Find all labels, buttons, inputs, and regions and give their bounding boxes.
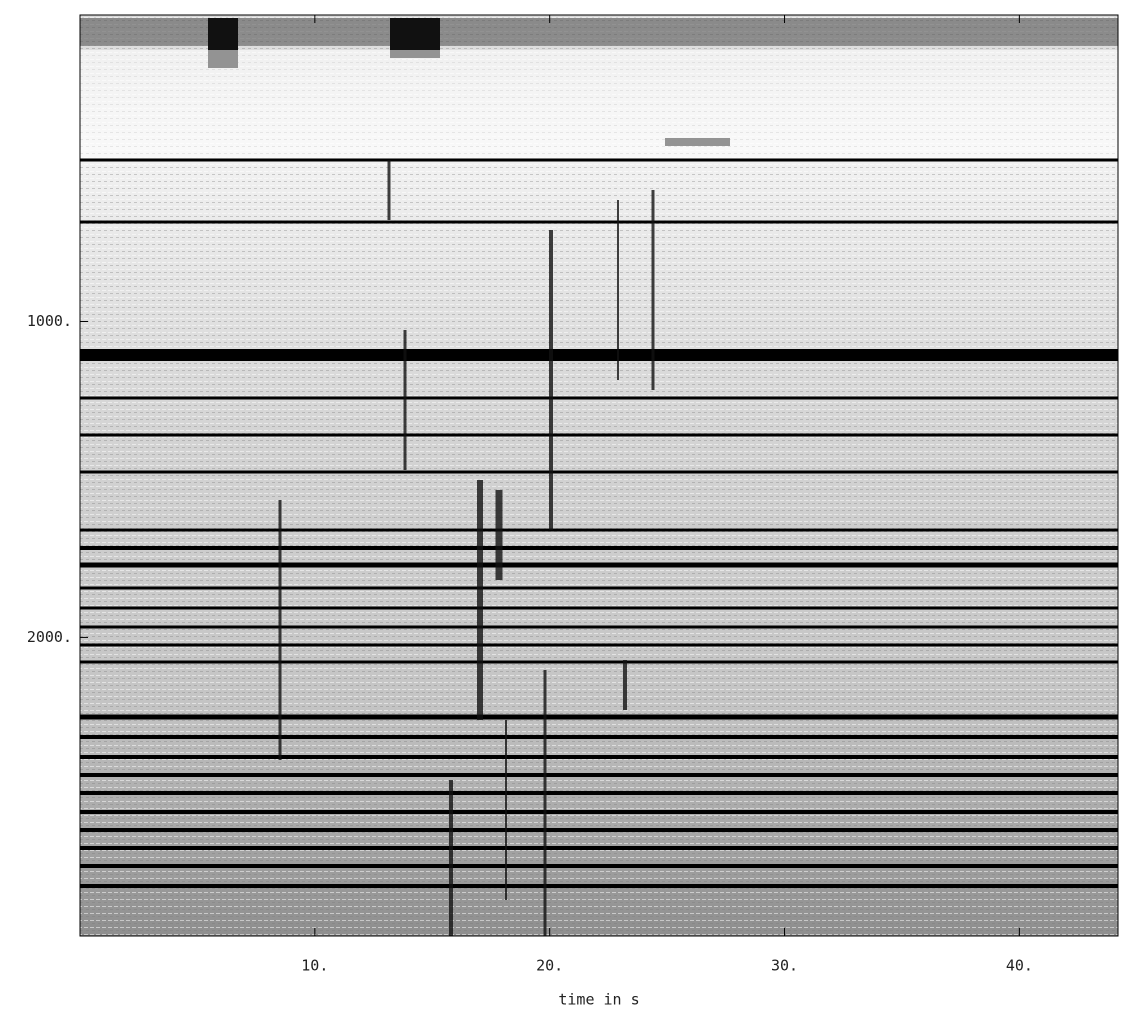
channel-line <box>80 396 1118 400</box>
event-trace <box>449 780 453 936</box>
channel-line <box>80 755 1118 759</box>
event-trace <box>387 160 391 220</box>
x-tick-label: 30. <box>771 957 798 975</box>
channel-line <box>80 660 1118 664</box>
channel-line <box>80 562 1118 568</box>
event-trace <box>403 330 407 470</box>
channel-line <box>80 433 1118 437</box>
channel-line <box>80 810 1118 814</box>
dark-band <box>80 18 1118 46</box>
event-trace <box>477 480 483 720</box>
channel-line <box>80 528 1118 532</box>
channel-line <box>80 791 1118 795</box>
channel-line <box>80 158 1118 162</box>
channel-line <box>80 546 1118 550</box>
channel-line <box>80 773 1118 777</box>
channel-line <box>80 735 1118 739</box>
event-trace <box>505 720 507 900</box>
plot-area <box>80 15 1118 936</box>
channel-line <box>80 714 1118 720</box>
plot-frame <box>79 14 1119 937</box>
channel-line <box>80 470 1118 474</box>
x-tick-label: 10. <box>301 957 328 975</box>
event-trace <box>549 230 553 530</box>
channel-line <box>80 864 1118 868</box>
channel-line <box>80 828 1118 832</box>
y-tick-label: 1000. <box>27 312 72 330</box>
channel-line <box>80 625 1118 629</box>
event-trace <box>623 660 627 710</box>
event-trace <box>651 190 655 390</box>
event-trace <box>278 500 282 760</box>
channel-line <box>80 586 1118 590</box>
light-band <box>80 50 1118 158</box>
channel-line <box>80 643 1118 647</box>
y-tick-label: 2000. <box>27 628 72 646</box>
event-trace <box>495 490 503 580</box>
channel-line <box>80 884 1118 888</box>
x-tick-label: 40. <box>1006 957 1033 975</box>
channel-line <box>80 349 1118 361</box>
event-trace <box>543 670 547 936</box>
x-axis-label: time in s <box>558 991 639 1009</box>
event-trace <box>617 200 619 380</box>
x-tick-label: 20. <box>536 957 563 975</box>
heatmap-texture <box>80 15 1118 936</box>
channel-line <box>80 220 1118 224</box>
channel-line <box>80 606 1118 610</box>
channel-line <box>80 846 1118 850</box>
